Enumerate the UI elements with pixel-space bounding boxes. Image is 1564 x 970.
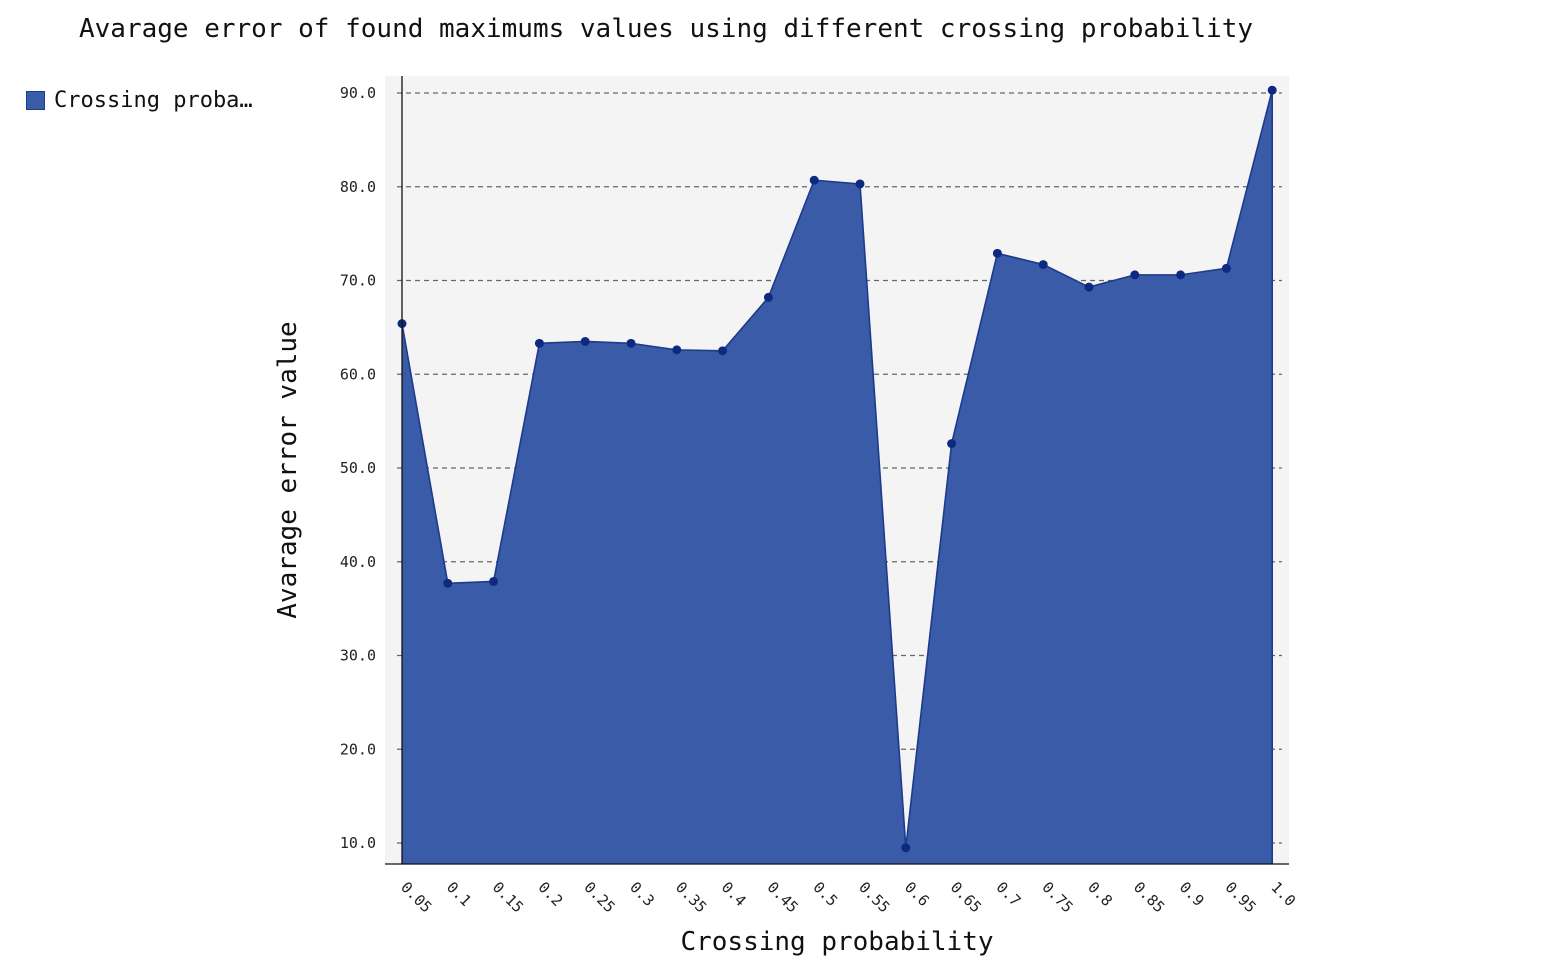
series-area [402,90,1273,864]
axes [385,76,1289,865]
y-tick-label: 30.0 [340,647,376,665]
data-point[interactable] [1130,270,1140,280]
x-tick-label: 0.55 [855,878,893,916]
y-tick-label: 90.0 [340,84,376,102]
legend[interactable]: Crossing proba… [26,88,253,113]
x-tick-label: 0.25 [580,878,618,916]
data-point[interactable] [1221,263,1231,273]
y-tick-label: 40.0 [340,553,376,571]
x-tick-label: 0.65 [947,878,985,916]
data-point[interactable] [672,345,682,355]
y-axis-title: Avarage error value [273,321,303,618]
y-tick-labels: 10.0 20.0 30.0 40.0 50.0 60.0 70.0 80.0 90.0 [340,84,376,852]
data-point[interactable] [580,336,590,346]
data-point[interactable] [1038,260,1048,270]
data-point[interactable] [443,578,453,588]
x-tick-label: 0.75 [1038,878,1076,916]
x-tick-label: 0.2 [535,878,567,910]
legend-label: Crossing proba… [54,88,253,113]
data-point[interactable] [534,338,544,348]
x-tick-label: 0.5 [809,878,841,910]
y-tick-label: 70.0 [340,272,376,290]
x-tick-label: 0.3 [626,878,658,910]
data-point[interactable] [947,439,957,449]
x-tick-label: 0.85 [1130,878,1168,916]
y-tick-label: 10.0 [340,834,376,852]
x-tick-label: 0.05 [397,878,435,916]
x-tick-label: 0.35 [672,878,710,916]
x-tick-label: 0.95 [1222,878,1260,916]
x-tick-label: 1.0 [1267,878,1299,910]
data-point[interactable] [1084,282,1094,292]
data-point[interactable] [1176,270,1186,280]
data-point[interactable] [809,175,819,185]
chart-title: Avarage error of found maximums values u… [79,14,1253,44]
x-tick-label: 0.6 [901,878,933,910]
series-layer [397,85,1277,864]
data-point[interactable] [992,248,1002,258]
y-tick-label: 50.0 [340,459,376,477]
x-tick-labels: 0.05 0.1 0.15 0.2 0.25 0.3 0.35 0.4 0.45 0.5 0.55 0… [397,878,1299,916]
x-tick-label: 0.7 [993,878,1025,910]
x-tick-label: 0.4 [718,878,750,910]
x-tick-label: 0.15 [489,878,527,916]
y-tick-label: 20.0 [340,740,376,758]
y-tick-label: 80.0 [340,178,376,196]
data-point[interactable] [855,179,865,189]
data-point[interactable] [763,292,773,302]
data-point[interactable] [1267,85,1277,95]
legend-swatch [26,91,45,110]
data-point[interactable] [626,338,636,348]
x-tick-label: 0.9 [1176,878,1208,910]
series-line [401,89,1273,848]
x-tick-label: 0.45 [764,878,802,916]
data-point[interactable] [489,576,499,586]
y-tick-label: 60.0 [340,365,376,383]
x-axis-title: Crossing probability [680,927,993,957]
x-tick-label: 0.1 [443,878,475,910]
x-tick-label: 0.8 [1084,878,1116,910]
data-point[interactable] [718,346,728,356]
data-point[interactable] [901,843,911,853]
